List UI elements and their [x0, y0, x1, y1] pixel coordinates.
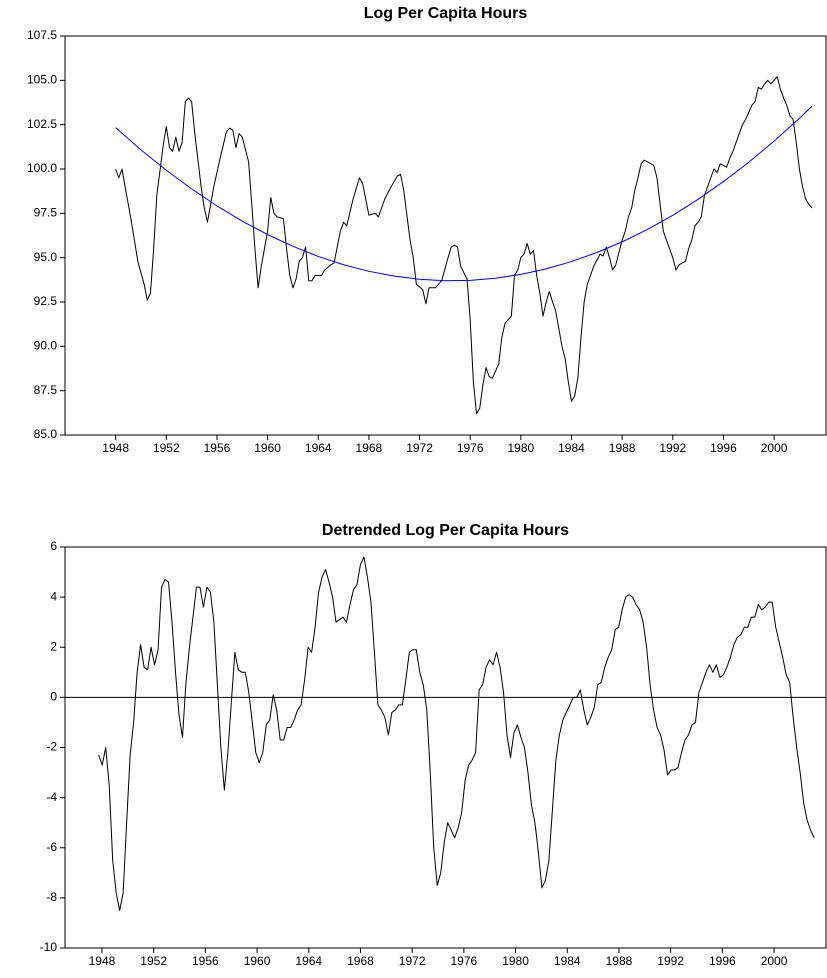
x-tick-label: 1980: [502, 954, 529, 968]
x-tick-label: 1960: [254, 441, 281, 455]
x-tick-label: 1948: [89, 954, 116, 968]
x-tick-label: 1972: [406, 441, 433, 455]
y-tick-label: -10: [40, 940, 58, 954]
x-tick-label: 1988: [609, 441, 636, 455]
x-tick-label: 1988: [606, 954, 633, 968]
x-tick-label: 1984: [554, 954, 581, 968]
y-tick-label: -6: [46, 840, 57, 854]
x-tick-label: 1980: [507, 441, 534, 455]
x-tick-label: 1952: [140, 954, 167, 968]
y-tick-label: -4: [46, 790, 57, 804]
y-tick-label: -8: [46, 890, 57, 904]
y-tick-label: 102.5: [27, 117, 57, 131]
y-tick-label: 100.0: [27, 161, 57, 175]
y-tick-label: 0: [50, 690, 57, 704]
y-tick-label: 107.5: [27, 28, 57, 42]
x-tick-label: 1992: [657, 954, 684, 968]
x-tick-label: 1976: [457, 441, 484, 455]
y-tick-label: 95.0: [34, 250, 58, 264]
x-tick-label: 2000: [761, 954, 788, 968]
y-tick-label: 85.0: [34, 427, 58, 441]
series-line: [115, 105, 813, 282]
x-tick-label: 1956: [192, 954, 219, 968]
x-tick-label: 1968: [347, 954, 374, 968]
plot-frame: [64, 35, 827, 436]
x-tick-label: 1996: [709, 954, 736, 968]
x-tick-label: 1968: [356, 441, 383, 455]
series-line: [115, 76, 813, 415]
x-tick-label: 1948: [102, 441, 129, 455]
x-tick-label: 2000: [761, 441, 788, 455]
x-tick-label: 1976: [451, 954, 478, 968]
y-tick-label: 4: [50, 589, 57, 603]
chart-title: Log Per Capita Hours: [364, 5, 528, 22]
x-tick-label: 1952: [153, 441, 180, 455]
x-tick-label: 1964: [295, 954, 322, 968]
series-line: [98, 556, 815, 911]
y-tick-label: 87.5: [34, 383, 58, 397]
x-tick-label: 1972: [399, 954, 426, 968]
y-tick-label: 90.0: [34, 339, 58, 353]
x-tick-label: 1992: [659, 441, 686, 455]
x-tick-label: 1964: [305, 441, 332, 455]
x-tick-label: 1996: [710, 441, 737, 455]
y-tick-label: 6: [50, 539, 57, 553]
y-tick-label: 92.5: [34, 294, 58, 308]
y-tick-label: 2: [50, 639, 57, 653]
plot-frame: [64, 546, 827, 949]
y-tick-label: 105.0: [27, 73, 57, 87]
chart-title: Detrended Log Per Capita Hours: [322, 522, 569, 539]
x-tick-label: 1956: [204, 441, 231, 455]
x-tick-label: 1984: [558, 441, 585, 455]
x-tick-label: 1960: [244, 954, 271, 968]
y-tick-label: 97.5: [34, 206, 58, 220]
y-tick-label: -2: [46, 740, 57, 754]
